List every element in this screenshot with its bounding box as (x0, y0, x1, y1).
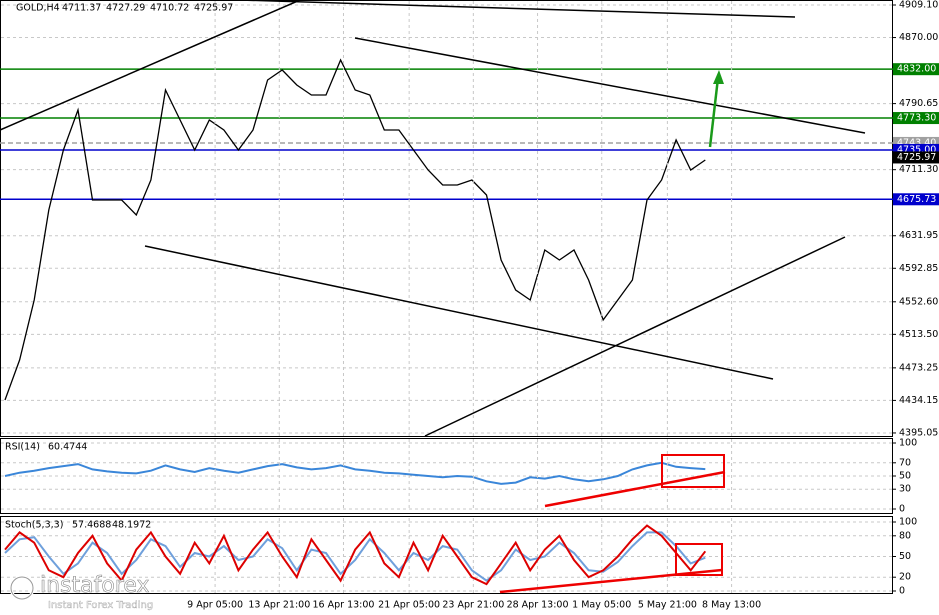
x-tick-label: 9 Apr 05:00 (187, 600, 243, 611)
y-tick-label: 50 (899, 551, 911, 562)
level-label: 4832.00 (897, 64, 936, 75)
y-tick-label: 50 (899, 471, 911, 482)
x-tick-label: 13 Apr 21:00 (248, 600, 310, 611)
x-tick-label: 5 May 21:00 (638, 600, 697, 611)
current-price-box (893, 151, 939, 164)
y-tick-label: 20 (899, 572, 911, 583)
level-label: 4735.00 (897, 144, 936, 155)
y-tick-label: 70 (899, 457, 911, 468)
ohlc-open: 4711.37 (62, 3, 101, 14)
symbol: GOLD,H4 (16, 3, 60, 14)
y-tick-label: 4790.65 (899, 98, 938, 109)
series-line (4, 58, 706, 401)
y-tick-label: 4395.05 (899, 427, 938, 438)
x-tick-label: 8 May 13:00 (702, 600, 761, 611)
y-tick-label: 100 (899, 438, 917, 449)
x-tick-label: 28 Apr 13:00 (507, 600, 569, 611)
rsi-value: 60.4744 (48, 442, 87, 453)
annotations (499, 70, 726, 594)
ohlc-low: 4710.72 (150, 3, 189, 14)
x-tick-label: 1 May 05:00 (572, 600, 631, 611)
y-tick-label: 0 (899, 504, 905, 515)
y-tick-label: 4909.10 (899, 0, 938, 10)
series-line (4, 531, 706, 582)
rsi-name: RSI(14) (5, 442, 40, 453)
header: GOLD,H4 4711.37 4727.29 4710.72 4725.97 … (5, 3, 233, 531)
current-price-label: 4725.97 (897, 152, 936, 163)
y-tick-label: 4513.50 (899, 329, 938, 340)
y-tick-label: 4552.60 (899, 296, 938, 307)
level-label-box (893, 112, 939, 125)
trend-lines (0, 0, 866, 437)
ohlc-high: 4727.29 (106, 3, 145, 14)
y-tick-label: 0 (899, 586, 905, 597)
level-label: 4743.40 (897, 137, 936, 148)
stoch-name: Stoch(5,3,3) (5, 520, 63, 531)
y-tick-label: 30 (899, 484, 911, 495)
y-tick-label: 4870.00 (899, 32, 938, 43)
y-tick-label: 4434.15 (899, 395, 938, 406)
pane-frames (0, 0, 893, 594)
x-tick-label: 16 Apr 13:00 (313, 600, 375, 611)
stoch-signal: 48.1972 (112, 520, 151, 531)
y-tick-label: 4631.95 (899, 230, 938, 241)
x-tick-label: 23 Apr 21:00 (442, 600, 504, 611)
level-label-box (893, 63, 939, 76)
series-line (4, 524, 707, 586)
y-tick-label: 4711.30 (899, 164, 938, 175)
logo: instaforex Instant Forex Trading (9, 573, 153, 611)
y-tick-label: 100 (899, 517, 917, 528)
logo-brand: instaforex (40, 573, 150, 598)
level-label: 4773.30 (897, 113, 936, 124)
logo-tagline: Instant Forex Trading (48, 600, 153, 611)
y-tick-label: 4592.85 (899, 263, 938, 274)
x-tick-label: 21 Apr 05:00 (378, 600, 440, 611)
level-label-box (893, 193, 939, 206)
level-label: 4675.73 (897, 194, 936, 205)
series-line (4, 461, 706, 485)
ohlc-close: 4725.97 (194, 3, 233, 14)
y-tick-label: 4473.25 (899, 362, 938, 373)
stoch-main: 57.4688 (72, 520, 111, 531)
y-tick-label: 80 (899, 530, 911, 541)
